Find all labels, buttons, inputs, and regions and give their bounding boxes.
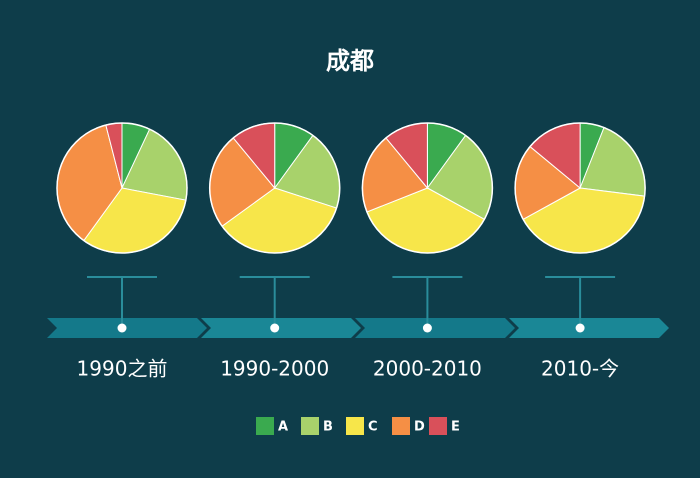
timeline-arrow bbox=[355, 318, 515, 338]
legend-swatch bbox=[346, 417, 364, 435]
chart-title: 成都 bbox=[326, 47, 374, 75]
timeline-dot bbox=[117, 323, 127, 333]
pie-outline bbox=[56, 122, 188, 254]
legend-swatch bbox=[429, 417, 447, 435]
legend-label: C bbox=[368, 420, 378, 435]
period-label: 2000-2010 bbox=[373, 357, 482, 381]
pie-outline bbox=[361, 122, 494, 254]
timeline-arrow bbox=[201, 318, 361, 338]
legend-label: E bbox=[451, 420, 460, 435]
legend-swatch bbox=[392, 417, 410, 435]
timeline-arrow bbox=[509, 318, 669, 338]
legend-label: B bbox=[323, 420, 333, 435]
timeline-dot bbox=[575, 323, 585, 333]
timeline-arrow bbox=[47, 318, 207, 338]
legend-label: A bbox=[278, 420, 288, 435]
timeline-dot bbox=[422, 323, 432, 333]
period-label: 1990之前 bbox=[77, 357, 168, 381]
pie-outline bbox=[514, 122, 646, 254]
period-label: 2010-今 bbox=[541, 357, 619, 381]
pie-outline bbox=[208, 122, 341, 254]
timeline-dot bbox=[270, 323, 280, 333]
legend-swatch bbox=[301, 417, 319, 435]
period-label: 1990-2000 bbox=[220, 357, 329, 381]
legend-swatch bbox=[256, 417, 274, 435]
legend-label: D bbox=[414, 420, 425, 435]
